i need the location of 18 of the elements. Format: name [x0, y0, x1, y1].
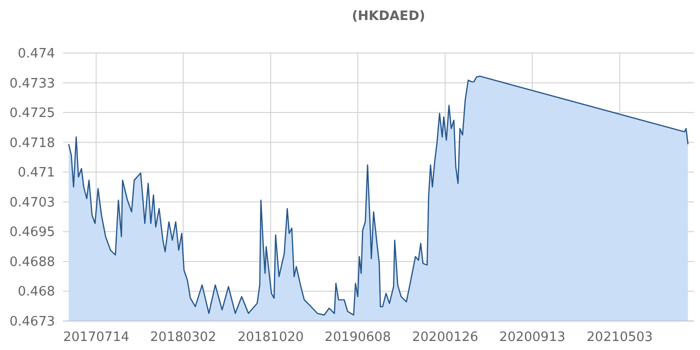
y-tick-label: 0.4718 — [10, 136, 55, 151]
y-tick-label: 0.4703 — [10, 195, 55, 210]
y-tick-label: 0.4695 — [10, 225, 55, 240]
x-tick-label: 20181020 — [238, 330, 304, 345]
x-tick-label: 20210503 — [586, 330, 653, 345]
y-tick-label: 0.4673 — [10, 314, 55, 330]
x-tick-label: 20200126 — [412, 330, 478, 345]
chart-title: (HKDAED) — [352, 9, 426, 24]
x-tick-label: 20190608 — [324, 330, 391, 345]
y-tick-label: 0.471 — [18, 166, 55, 181]
y-tick-label: 0.468 — [18, 284, 55, 300]
y-tick-label: 0.474 — [18, 46, 55, 62]
x-tick-label: 20180302 — [150, 330, 216, 345]
y-tick-label: 0.4725 — [10, 106, 55, 122]
x-tick-label: 20170714 — [63, 330, 130, 345]
y-tick-label: 0.4733 — [10, 76, 55, 92]
x-tick-label: 20200913 — [499, 330, 566, 345]
y-tick-label: 0.4688 — [10, 254, 55, 270]
